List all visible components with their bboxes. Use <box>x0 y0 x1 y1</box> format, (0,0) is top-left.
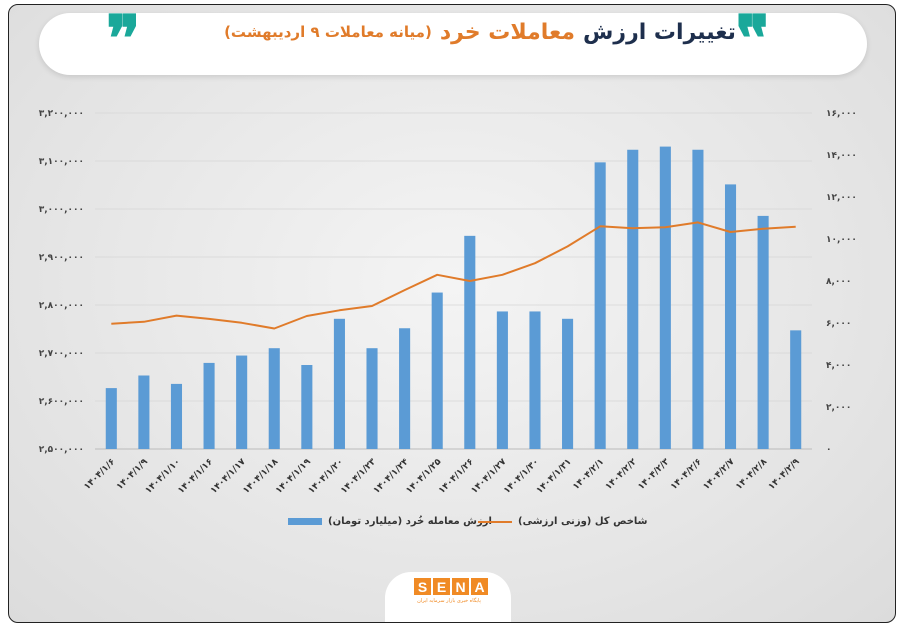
right-tick-label: ۲,۰۰۰ <box>826 403 851 413</box>
right-tick-label: ۱۲,۰۰۰ <box>826 193 857 203</box>
x-tick-label: ۱۴۰۴/۲/۶ <box>669 457 704 492</box>
title-main: تغییرات ارزش <box>583 19 736 45</box>
left-axis-ticks: ۲,۵۰۰,۰۰۰ ۲,۶۰۰,۰۰۰ ۲,۷۰۰,۰۰۰ ۲,۸۰۰,۰۰۰ ۲,۹۰… <box>39 109 84 455</box>
right-tick-label: ۴,۰۰۰ <box>826 361 851 371</box>
x-tick-label: ۱۴۰۴/۲/۲ <box>604 457 639 492</box>
bar <box>724 184 737 449</box>
bar <box>692 149 704 449</box>
bar <box>757 215 769 449</box>
page-title: تغییرات ارزش معاملات خرد (میانه معاملات … <box>180 12 780 52</box>
x-tick-label: ۱۴۰۴/۱/۳۱ <box>535 457 574 496</box>
bar <box>105 388 117 449</box>
bar <box>562 318 574 449</box>
bar <box>627 149 639 449</box>
bar <box>659 146 671 449</box>
bar <box>333 318 345 449</box>
sena-logo: S E N A <box>414 578 488 595</box>
x-tick-label: ۱۴۰۴/۲/۸ <box>734 457 769 492</box>
title-accent: معاملات خرد <box>439 19 576 45</box>
quote-icon: ❞ <box>106 2 141 77</box>
bar <box>366 348 378 449</box>
x-tick-label: ۱۴۰۴/۱/۶ <box>82 457 117 492</box>
left-tick-label: ۲,۵۰۰,۰۰۰ <box>39 445 84 455</box>
x-tick-label: ۱۴۰۴/۲/۳ <box>636 457 671 492</box>
bar <box>236 355 248 449</box>
logo-letter: E <box>433 578 450 595</box>
right-tick-label: ۱۴,۰۰۰ <box>826 151 857 161</box>
legend: ارزش معامله خُرد (میلیارد تومان) شاخص کل… <box>0 516 903 536</box>
logo-letter: A <box>471 578 488 595</box>
x-tick-label: ۱۴۰۴/۲/۱ <box>571 457 606 492</box>
bar <box>464 235 476 449</box>
bar <box>268 348 280 449</box>
line-series <box>111 221 796 330</box>
left-tick-label: ۲,۶۰۰,۰۰۰ <box>39 397 84 407</box>
left-tick-label: ۲,۹۰۰,۰۰۰ <box>39 253 84 263</box>
bar <box>399 328 411 449</box>
x-tick-label: ۱۴۰۴/۲/۷ <box>702 457 737 492</box>
right-tick-label: ۶,۰۰۰ <box>826 319 851 329</box>
right-tick-label: ۱۰,۰۰۰ <box>826 235 857 245</box>
gridlines <box>95 112 812 450</box>
legend-label-line: شاخص کل (وزنی ارزشی) <box>518 516 648 527</box>
right-tick-label: ۱۶,۰۰۰ <box>826 109 857 119</box>
bar <box>496 311 508 449</box>
right-axis-ticks: ۰ ۲,۰۰۰ ۴,۰۰۰ ۶,۰۰۰ ۸,۰۰۰ ۱۰,۰۰۰ ۱۲,۰۰۰ ۱۴,۰۰۰ ۱… <box>826 109 857 455</box>
bar <box>594 162 606 449</box>
bar <box>431 292 443 449</box>
right-tick-label: ۰ <box>826 445 832 455</box>
left-tick-label: ۲,۸۰۰,۰۰۰ <box>39 301 84 311</box>
left-tick-label: ۳,۱۰۰,۰۰۰ <box>39 157 84 167</box>
x-axis-labels: ۱۴۰۴/۱/۶۱۴۰۴/۱/۹۱۴۰۴/۱/۱۰۱۴۰۴/۱/۱۶۱۴۰۴/۱… <box>82 457 802 496</box>
logo-letter: N <box>452 578 469 595</box>
logo-subtitle: پایگاه خبری بازار سرمایه ایران <box>417 598 481 604</box>
title-banner <box>39 13 867 75</box>
logo-letter: S <box>414 578 431 595</box>
legend-item-line: شاخص کل (وزنی ارزشی) <box>478 516 648 527</box>
left-tick-label: ۳,۲۰۰,۰۰۰ <box>39 109 84 119</box>
left-tick-label: ۳,۰۰۰,۰۰۰ <box>39 205 84 215</box>
bar <box>529 311 541 449</box>
left-tick-label: ۲,۷۰۰,۰۰۰ <box>39 349 84 359</box>
x-tick-label: ۱۴۰۴/۲/۹ <box>767 457 802 492</box>
legend-item-bars: ارزش معامله خُرد (میلیارد تومان) <box>288 516 492 527</box>
bar-series <box>105 146 802 449</box>
bar <box>170 383 183 449</box>
bar <box>301 365 313 449</box>
right-tick-label: ۸,۰۰۰ <box>826 277 851 287</box>
legend-label-bars: ارزش معامله خُرد (میلیارد تومان) <box>328 516 492 527</box>
bar <box>203 362 215 449</box>
bar <box>138 375 150 449</box>
line-path <box>111 221 796 330</box>
title-subtitle: (میانه معاملات ۹ اردیبهشت) <box>224 23 432 41</box>
legend-swatch-line <box>478 520 512 523</box>
chart-card <box>8 4 896 623</box>
legend-swatch-bars <box>288 518 322 525</box>
bar <box>790 330 802 449</box>
